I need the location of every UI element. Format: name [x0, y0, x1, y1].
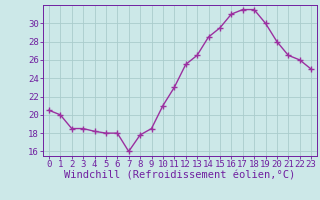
X-axis label: Windchill (Refroidissement éolien,°C): Windchill (Refroidissement éolien,°C): [64, 171, 296, 181]
